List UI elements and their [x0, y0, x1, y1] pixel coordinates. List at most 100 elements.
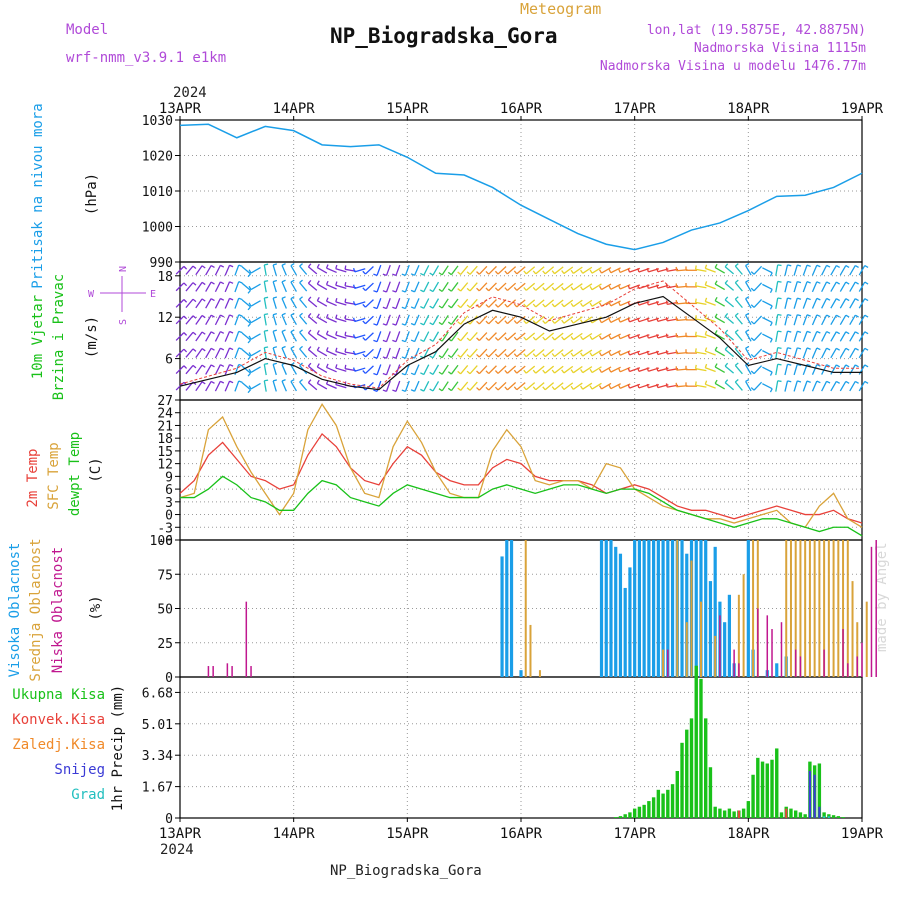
wind-barb [377, 282, 381, 292]
wind-barb [498, 267, 506, 275]
x-tick-label: 13APR [159, 826, 202, 842]
wind-barb [264, 364, 266, 375]
wind-barb-flag [609, 336, 611, 339]
wind-barb-flag [836, 365, 839, 367]
wind-barb-flag [715, 330, 717, 333]
wind-barb [479, 333, 487, 341]
wind-barb-flag [865, 299, 868, 301]
wind-barb-flag [273, 264, 277, 265]
wind-barb [273, 331, 276, 342]
wind-barb-flag [846, 381, 849, 383]
wind-barb-flag [282, 297, 286, 299]
wind-barb-flag [420, 307, 423, 309]
wind-barb-flag [571, 370, 573, 373]
wind-barb-flag [715, 380, 717, 383]
wind-barb-flag [327, 314, 329, 318]
wind-barb-flag [402, 373, 406, 374]
wind-barb [762, 367, 772, 372]
precip-label-2: Konvek.Kisa [12, 712, 105, 728]
wind-barb-flag [778, 265, 782, 266]
wind-barb-flag [619, 302, 621, 306]
precip-bar-total [680, 743, 683, 818]
precip-bar-total [803, 814, 806, 818]
wind-barb-flag [363, 271, 366, 274]
wind-barb [794, 348, 797, 359]
temp-label-1: 2m Temp [25, 448, 41, 507]
wind-ytick-label: 6 [165, 353, 173, 368]
wind-barb-flag [495, 371, 498, 374]
wind-barb-flag [220, 381, 223, 383]
wind-barb [405, 331, 409, 341]
wind-barb [735, 299, 742, 307]
wind-barb-flag [448, 272, 451, 274]
wind-barb-flag [505, 387, 508, 390]
precip-bar-total [832, 815, 835, 818]
wind-barb [822, 298, 827, 308]
wind-barb [461, 382, 468, 390]
wind-barb-flag [336, 265, 337, 269]
wind-barb [831, 381, 837, 391]
wind-barb-flag [317, 364, 319, 367]
x-tick-label: 16APR [500, 826, 543, 842]
wind-barb [840, 348, 846, 358]
wind-barb-flag [609, 302, 611, 305]
wind-barb [840, 332, 846, 342]
wind-barb-flag [746, 264, 749, 266]
wind-barb-flag [787, 298, 791, 299]
precip-ytick-label: 0 [165, 812, 173, 827]
temp-unit: (C) [88, 457, 104, 482]
wind-barb-flag [430, 306, 433, 308]
cloud-bar-high [600, 540, 603, 677]
wind-barb-flag [581, 270, 583, 273]
wind-barb-flag [430, 273, 433, 275]
cloud-bar-low [250, 666, 252, 677]
wind-barb [489, 283, 497, 291]
wind-barb-flag [291, 280, 294, 282]
wind-barb-flag [308, 330, 310, 333]
wind-barb-flag [402, 390, 406, 391]
wind-barb-flag [211, 315, 214, 317]
wind-barb-flag [239, 381, 243, 382]
cloud-bar-high [652, 540, 655, 677]
cloud-bar-high [505, 540, 508, 677]
pressure-ytick-label: 1020 [142, 150, 173, 165]
wind-barb-flag [264, 281, 268, 282]
wind-barb [377, 315, 381, 325]
precip-bar-total [671, 784, 674, 818]
wind-barb-flag [211, 348, 214, 350]
wind-barb [498, 333, 506, 341]
cloud-bar-low [781, 622, 783, 677]
wind-barb-flag [211, 381, 214, 383]
wind-barb [225, 381, 229, 391]
wind-barb-flag [486, 354, 489, 357]
wind-barb-flag [264, 297, 268, 298]
wind-barb [545, 300, 553, 307]
wind-barb [762, 301, 772, 306]
wind-barb [776, 331, 778, 342]
wind-barb-flag [836, 299, 839, 301]
wind-barb-flag [402, 291, 406, 292]
wind-barb [479, 366, 487, 374]
wind-barb [215, 332, 220, 342]
wind-barb-flag [430, 290, 433, 292]
wind-barb-flag [439, 322, 442, 324]
wind-barb [555, 283, 564, 290]
coords-text: lon,lat (19.5875E, 42.8875N) [647, 23, 866, 38]
wind-barb [776, 281, 778, 292]
wind-barb-flag [264, 347, 268, 348]
wind-barb [696, 286, 707, 288]
wind-barb-flag [486, 321, 489, 324]
wind-barb [762, 351, 772, 356]
wind-barb [251, 317, 261, 323]
compass-n: N [118, 266, 129, 272]
wind-barb [442, 348, 448, 357]
wind-barb-flag [705, 348, 706, 352]
wind-barb-flag [495, 354, 498, 357]
pressure-label: Pritisak na nivou mora [30, 103, 46, 288]
precip-ytick-label: 3.34 [142, 749, 173, 764]
wind-barb [206, 365, 212, 375]
wind-barb-flag [666, 350, 667, 354]
wind-barb [822, 348, 827, 358]
wind-barb-flag [865, 266, 868, 268]
